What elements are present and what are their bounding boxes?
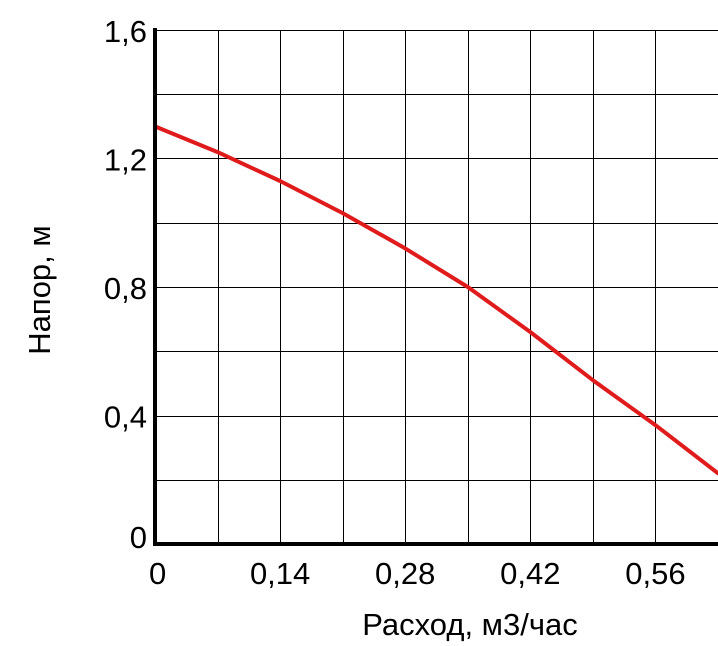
y-tick-label: 0,8	[104, 271, 147, 306]
grid	[155, 30, 718, 544]
x-axis-title: Расход, м3/час	[362, 607, 577, 642]
tick-labels: 0 0,4 0,8 1,2 1,6 0 0,14 0,28 0,42 0,56	[104, 14, 686, 591]
series-layer	[153, 124, 718, 476]
x-tick-label: 0	[149, 556, 166, 591]
x-tick-label: 0,42	[500, 556, 560, 591]
axes	[153, 28, 718, 546]
y-axis-title: Напор, м	[22, 225, 57, 354]
y-tick-label: 0	[130, 520, 147, 555]
x-tick-label: 0,56	[625, 556, 685, 591]
x-tick-label: 0,28	[375, 556, 435, 591]
y-tick-label: 0,4	[104, 400, 147, 435]
x-tick-label: 0,14	[250, 556, 310, 591]
y-tick-label: 1,6	[104, 14, 147, 49]
y-tick-label: 1,2	[104, 143, 147, 178]
series-line-1	[153, 124, 718, 476]
